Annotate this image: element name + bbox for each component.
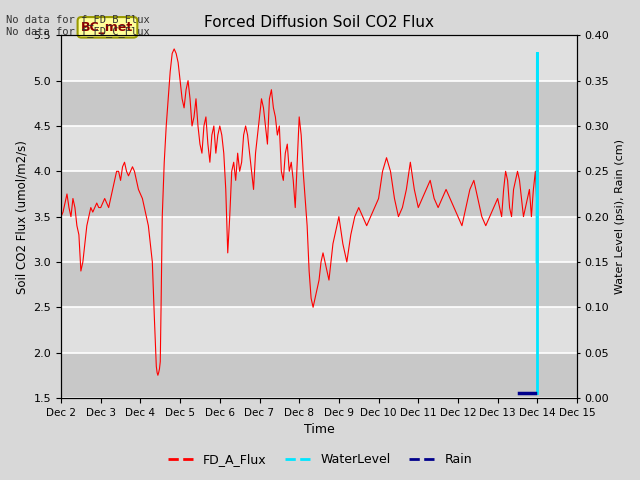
Y-axis label: Water Level (psi), Rain (cm): Water Level (psi), Rain (cm) — [615, 139, 625, 294]
Text: BC_met: BC_met — [81, 21, 134, 34]
Bar — [61, 171, 577, 216]
Y-axis label: Soil CO2 Flux (umol/m2/s): Soil CO2 Flux (umol/m2/s) — [15, 140, 28, 294]
Text: No data for f_FD_C_Flux: No data for f_FD_C_Flux — [6, 26, 150, 37]
Legend: FD_A_Flux, WaterLevel, Rain: FD_A_Flux, WaterLevel, Rain — [163, 448, 477, 471]
Bar — [61, 126, 577, 171]
Bar — [61, 36, 577, 81]
Bar — [61, 216, 577, 262]
Text: No data for f_FD_B_Flux: No data for f_FD_B_Flux — [6, 13, 150, 24]
Bar — [61, 81, 577, 126]
Bar — [61, 307, 577, 353]
Bar — [61, 353, 577, 398]
Title: Forced Diffusion Soil CO2 Flux: Forced Diffusion Soil CO2 Flux — [204, 15, 434, 30]
X-axis label: Time: Time — [303, 423, 335, 436]
Bar — [61, 262, 577, 307]
